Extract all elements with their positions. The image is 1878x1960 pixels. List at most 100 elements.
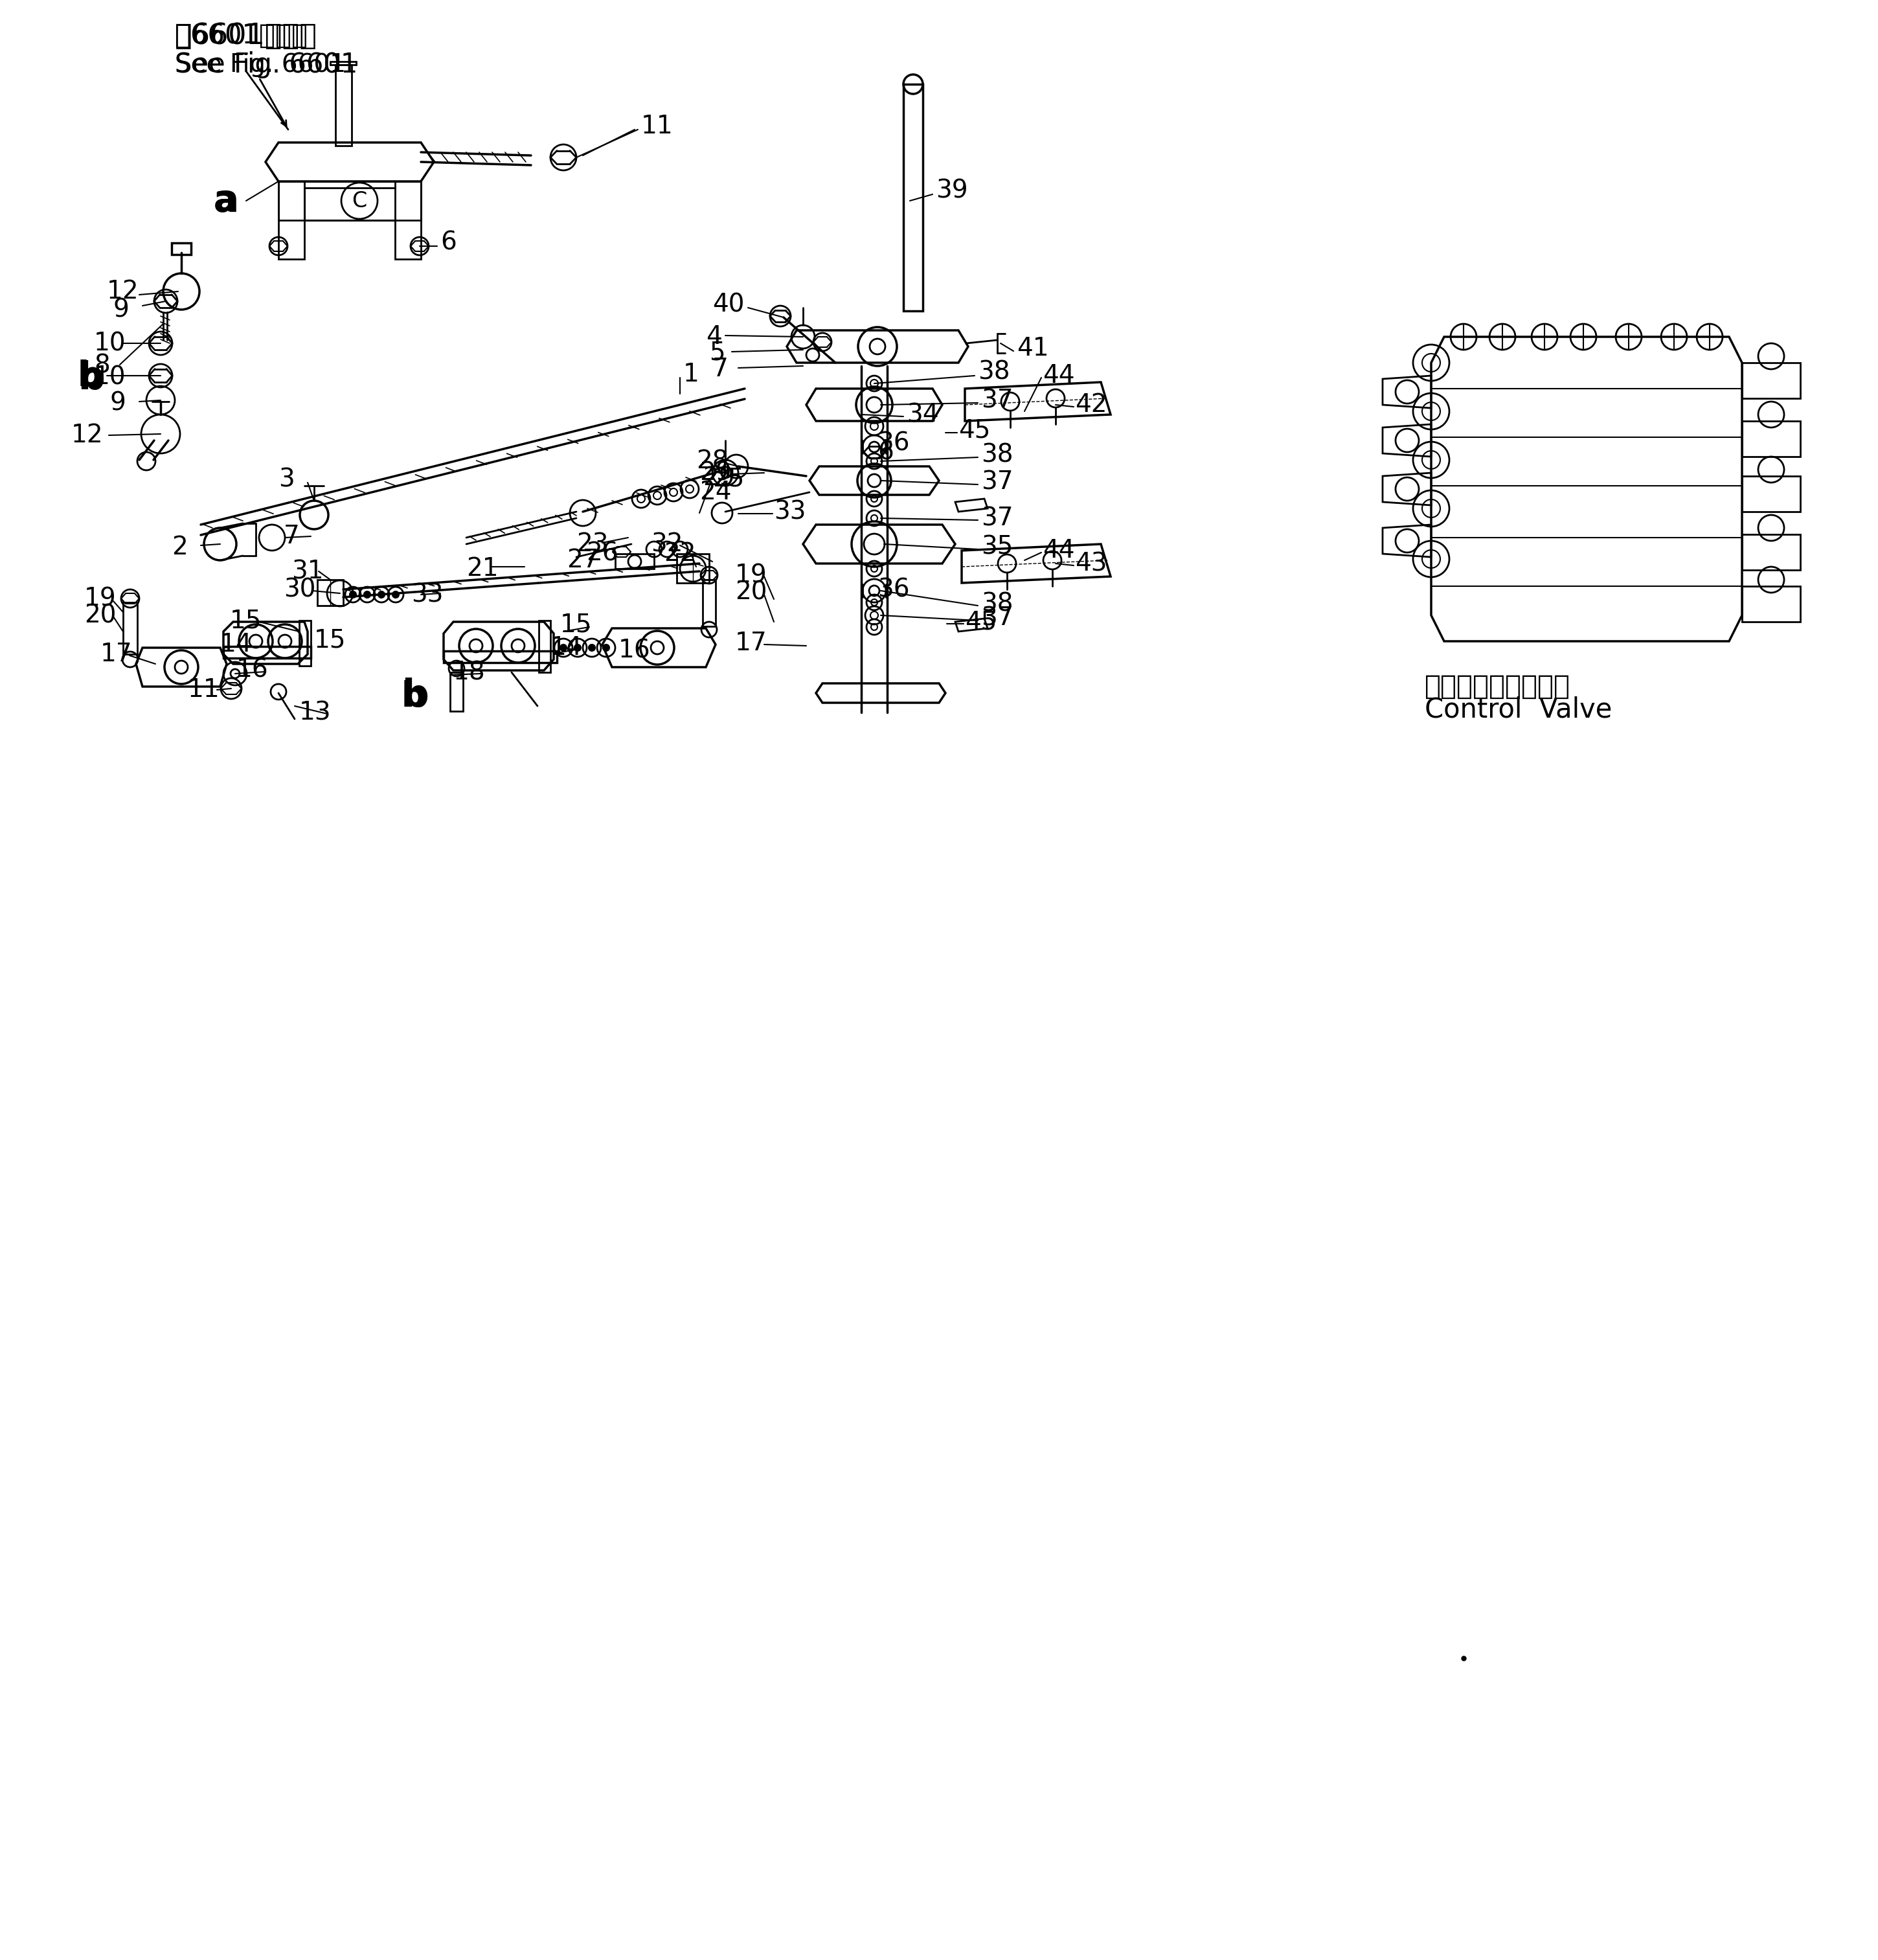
Text: 30: 30: [284, 576, 316, 602]
Text: b: b: [77, 361, 105, 398]
Text: 9: 9: [111, 390, 126, 416]
Text: 38: 38: [978, 361, 1010, 384]
Text: 12: 12: [71, 423, 103, 447]
Text: 29: 29: [702, 466, 734, 490]
Bar: [1743, 421, 1801, 457]
Text: 6: 6: [877, 439, 894, 465]
Bar: [223, 647, 312, 659]
Bar: [299, 621, 312, 666]
Text: 33: 33: [411, 582, 443, 608]
Bar: [171, 243, 192, 255]
Text: 7: 7: [284, 523, 300, 549]
Text: 3: 3: [278, 466, 295, 492]
Bar: [1743, 586, 1801, 621]
Text: 19: 19: [85, 586, 116, 612]
Text: 第6601図参照: 第6601図参照: [175, 22, 308, 49]
Text: b: b: [77, 359, 101, 392]
Text: 41: 41: [1016, 337, 1048, 361]
Text: 32: 32: [652, 531, 684, 557]
Text: 20: 20: [85, 604, 116, 627]
Text: 17: 17: [100, 641, 133, 666]
Text: 45: 45: [965, 610, 997, 635]
Text: 37: 37: [980, 506, 1014, 531]
Text: 19: 19: [734, 563, 768, 588]
Bar: [1743, 535, 1801, 570]
Bar: [443, 651, 558, 662]
Text: 38: 38: [980, 592, 1012, 615]
Text: 10: 10: [94, 365, 126, 390]
Circle shape: [364, 592, 370, 598]
Bar: [336, 65, 351, 145]
Text: 25: 25: [712, 466, 744, 492]
Text: 11: 11: [640, 114, 674, 139]
Text: 9: 9: [113, 298, 130, 321]
Text: 26: 26: [586, 541, 618, 566]
Text: 37: 37: [980, 388, 1014, 414]
Text: 37: 37: [980, 470, 1014, 494]
Text: 39: 39: [935, 178, 967, 204]
Text: 7: 7: [712, 357, 729, 382]
Text: 36: 36: [877, 431, 909, 457]
Bar: [539, 621, 550, 672]
Text: 5: 5: [710, 341, 725, 365]
Text: 11: 11: [188, 678, 220, 702]
Text: 14: 14: [220, 633, 252, 657]
Circle shape: [393, 592, 398, 598]
Text: 12: 12: [107, 278, 139, 304]
Text: a: a: [214, 184, 237, 218]
Text: 40: 40: [712, 292, 744, 318]
Text: 43: 43: [1074, 551, 1106, 576]
Text: 14: 14: [550, 635, 582, 661]
Bar: [124, 602, 137, 655]
Text: 28: 28: [697, 449, 729, 474]
Text: 33: 33: [774, 500, 806, 523]
Text: 18: 18: [453, 661, 485, 684]
Text: 16: 16: [618, 639, 650, 662]
Text: 15: 15: [229, 608, 261, 633]
Text: 20: 20: [734, 580, 766, 606]
Text: a: a: [214, 182, 239, 220]
Text: 29: 29: [699, 461, 732, 486]
Circle shape: [588, 645, 595, 651]
Circle shape: [560, 645, 567, 651]
Text: コントロールバルブ: コントロールバルブ: [1425, 672, 1570, 700]
Circle shape: [349, 592, 357, 598]
Text: 35: 35: [980, 535, 1012, 561]
Bar: [702, 580, 716, 627]
Text: 2: 2: [171, 535, 188, 561]
Text: 1: 1: [684, 363, 699, 386]
Text: 45: 45: [958, 417, 990, 443]
Text: 16: 16: [237, 659, 269, 682]
Text: 23: 23: [577, 531, 608, 557]
Text: 36: 36: [877, 576, 909, 602]
Bar: [1743, 476, 1801, 512]
Text: 44: 44: [1042, 363, 1074, 388]
Text: 31: 31: [291, 559, 323, 584]
Text: 4: 4: [706, 325, 721, 349]
Bar: [1743, 363, 1801, 398]
Text: See Fig. 6601: See Fig. 6601: [175, 53, 346, 76]
Text: 15: 15: [314, 627, 346, 653]
Text: b: b: [402, 680, 426, 713]
Circle shape: [377, 592, 385, 598]
Text: 42: 42: [1074, 392, 1106, 417]
Text: 27: 27: [567, 549, 599, 572]
Bar: [451, 672, 464, 711]
Text: 38: 38: [980, 443, 1012, 468]
Bar: [903, 84, 922, 312]
Circle shape: [603, 645, 608, 651]
Text: 44: 44: [1042, 539, 1074, 563]
Text: C: C: [351, 190, 366, 212]
Text: 17: 17: [734, 631, 768, 655]
Text: 37: 37: [980, 606, 1014, 631]
Text: 10: 10: [94, 331, 126, 355]
Text: 15: 15: [560, 613, 592, 637]
Circle shape: [575, 645, 580, 651]
Text: See Fig. 6601: See Fig. 6601: [175, 51, 357, 78]
Text: 13: 13: [299, 700, 331, 725]
Text: 24: 24: [699, 480, 731, 504]
Text: Control  Valve: Control Valve: [1425, 696, 1611, 723]
Text: 34: 34: [907, 402, 939, 427]
Text: 22: 22: [663, 541, 697, 566]
Text: 21: 21: [466, 557, 498, 580]
